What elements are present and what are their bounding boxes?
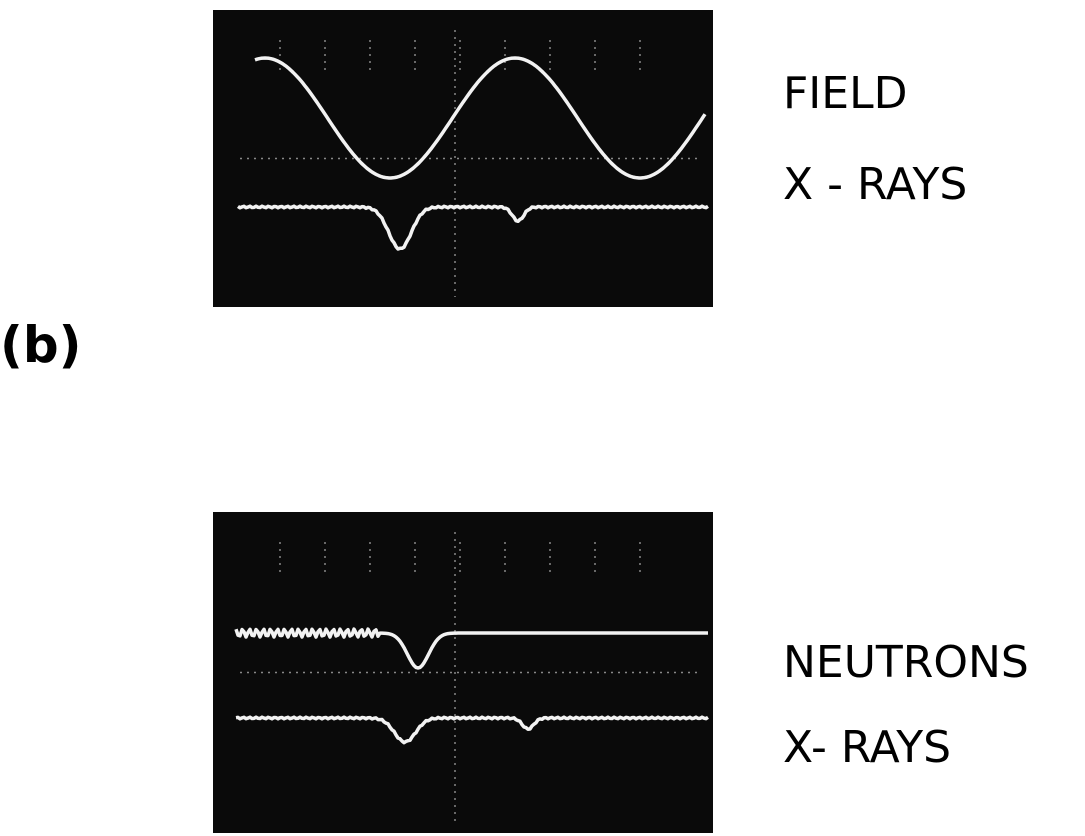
field-trace <box>254 56 707 180</box>
neutron-trace <box>234 627 708 670</box>
scope-grid <box>240 30 700 823</box>
trace-label: FIELD <box>783 68 907 119</box>
scope-screen <box>213 10 713 307</box>
panel-label: (b) <box>0 316 82 374</box>
xray-trace <box>236 204 709 251</box>
xray-trace <box>235 715 709 745</box>
trace-label: NEUTRONS <box>783 637 1029 688</box>
trace-label: X - RAYS <box>783 159 967 210</box>
trace-label: X- RAYS <box>783 722 951 773</box>
scope-screen <box>213 512 713 833</box>
